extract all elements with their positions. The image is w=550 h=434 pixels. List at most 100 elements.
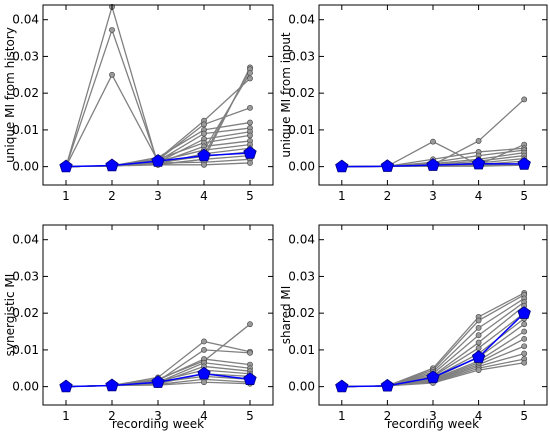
y-tick-label: 0.04 [288, 233, 315, 247]
series-line [65, 72, 251, 167]
mean-point [197, 148, 211, 162]
y-tick-label: 0.02 [12, 306, 39, 320]
y-tick-label: 0.02 [288, 306, 315, 320]
mean-point [151, 154, 165, 167]
series-point [475, 345, 482, 351]
y-tick-label: 0.00 [12, 380, 39, 394]
y-tick-label: 0.03 [12, 49, 39, 63]
x-tick-label: 3 [154, 189, 162, 203]
mean-point [517, 306, 531, 319]
series-point [201, 130, 207, 137]
y-tick-label: 0.00 [288, 380, 315, 394]
series-line [65, 4, 251, 167]
y-tick-label: 0.04 [12, 233, 39, 247]
series-point [521, 96, 528, 103]
x-axis-label: recording week [112, 417, 204, 431]
series-point [109, 27, 115, 33]
series-point [475, 332, 482, 339]
y-axis-label: unique MI from history [3, 27, 17, 163]
mean-point [105, 378, 119, 392]
mean-point [380, 159, 395, 172]
panel-shared-mi: shared MI recording week 0.00 0.01 0.02 0.0… [279, 224, 548, 431]
y-tick-label: 0.00 [12, 160, 39, 174]
series-point [201, 379, 207, 386]
y-axis-label: unique MI from input [279, 32, 293, 158]
mean-point [105, 158, 119, 172]
x-tick-label: 1 [338, 189, 346, 203]
x-tick-label: 4 [200, 189, 208, 203]
x-tick-label: 1 [62, 409, 70, 423]
series-point [521, 350, 528, 357]
x-axis-label: recording week [387, 417, 479, 431]
mean-point [59, 159, 73, 173]
series-point [521, 335, 528, 342]
x-tick-label: 5 [246, 189, 254, 203]
series-point [475, 138, 482, 144]
mean-point [380, 378, 395, 392]
series-point [521, 328, 528, 335]
series-point [475, 324, 482, 331]
mean-point [151, 375, 165, 388]
x-tick-label: 2 [108, 189, 116, 203]
x-tick-label: 5 [520, 189, 528, 203]
series-point [521, 321, 528, 328]
x-tick-label: 1 [62, 189, 70, 203]
series-point [247, 75, 253, 82]
y-tick-label: 0.03 [288, 49, 315, 63]
series-point [201, 161, 207, 168]
series-point [475, 339, 482, 346]
mean-point [197, 366, 211, 380]
panel-unique-mi-input: unique MI from input 0.00 0.01 0.02 0.03 0.0… [279, 4, 548, 203]
x-tick-label: 4 [475, 409, 483, 423]
mean-point [471, 156, 486, 170]
series-line [65, 27, 251, 167]
series-point [247, 119, 253, 126]
mean-point [335, 159, 349, 173]
x-tick-label: 5 [520, 409, 528, 423]
series-point [247, 70, 253, 76]
x-tick-label: 3 [429, 189, 437, 203]
mean-point [426, 370, 440, 384]
mean-point [59, 379, 73, 393]
y-tick-label: 0.03 [12, 269, 39, 283]
series-point [109, 71, 115, 78]
y-tick-label: 0.00 [288, 160, 315, 174]
y-tick-label: 0.04 [288, 13, 315, 27]
series-point [247, 104, 253, 111]
series-point [247, 132, 253, 139]
series-point [475, 367, 482, 373]
panel-synergistic-mi: synergistic MI recording week 0.00 0.01 0.… [3, 224, 274, 431]
mean-point [243, 146, 257, 159]
mean-point [335, 379, 349, 393]
y-tick-label: 0.03 [288, 269, 315, 283]
series-point [430, 138, 436, 145]
y-tick-label: 0.01 [12, 343, 39, 357]
y-tick-label: 0.01 [288, 343, 315, 357]
y-tick-label: 0.02 [12, 86, 39, 100]
series-point [201, 338, 207, 345]
panel-unique-mi-history: unique MI from history 0.00 0.01 0.02 0.03 0… [3, 3, 274, 203]
y-tick-label: 0.01 [288, 123, 315, 137]
series-point [521, 343, 528, 350]
y-axis-label: synergistic MI [3, 274, 17, 357]
series-point [201, 346, 207, 353]
series-point [475, 317, 482, 324]
y-tick-label: 0.02 [288, 86, 315, 100]
x-tick-label: 2 [384, 409, 392, 423]
mean-point [243, 372, 257, 385]
series-point [247, 321, 253, 328]
mean-point [517, 157, 531, 170]
y-tick-label: 0.01 [12, 123, 39, 137]
mean-point [471, 350, 486, 363]
x-tick-label: 2 [108, 409, 116, 423]
x-tick-label: 3 [429, 409, 437, 423]
x-tick-label: 2 [384, 189, 392, 203]
y-tick-label: 0.04 [12, 13, 39, 27]
series-point [247, 349, 253, 356]
mean-point [426, 158, 440, 171]
x-tick-label: 3 [154, 409, 162, 423]
y-axis-label: shared MI [279, 286, 293, 345]
x-tick-label: 4 [475, 189, 483, 203]
series-point [201, 121, 207, 128]
